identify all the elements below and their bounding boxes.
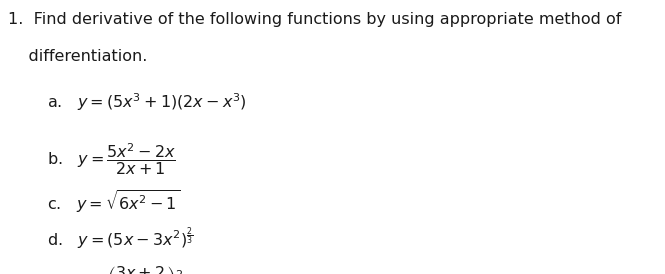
Text: b.   $y = \dfrac{5x^2-2x}{2x+1}$: b. $y = \dfrac{5x^2-2x}{2x+1}$ [47, 141, 176, 177]
Text: 1.  Find derivative of the following functions by using appropriate method of: 1. Find derivative of the following func… [8, 12, 621, 27]
Text: a.   $y = (5x^3 + 1)(2x - x^3)$: a. $y = (5x^3 + 1)(2x - x^3)$ [47, 92, 246, 113]
Text: c.   $y = \sqrt{6x^2 - 1}$: c. $y = \sqrt{6x^2 - 1}$ [47, 188, 180, 215]
Text: d.   $y = (5x - 3x^2)^{\frac{2}{3}}$: d. $y = (5x - 3x^2)^{\frac{2}{3}}$ [47, 226, 193, 252]
Text: e.   $y = \left(\dfrac{3x+2}{2-x}\right)^{2}$: e. $y = \left(\dfrac{3x+2}{2-x}\right)^{… [47, 264, 184, 274]
Text: differentiation.: differentiation. [8, 49, 148, 64]
